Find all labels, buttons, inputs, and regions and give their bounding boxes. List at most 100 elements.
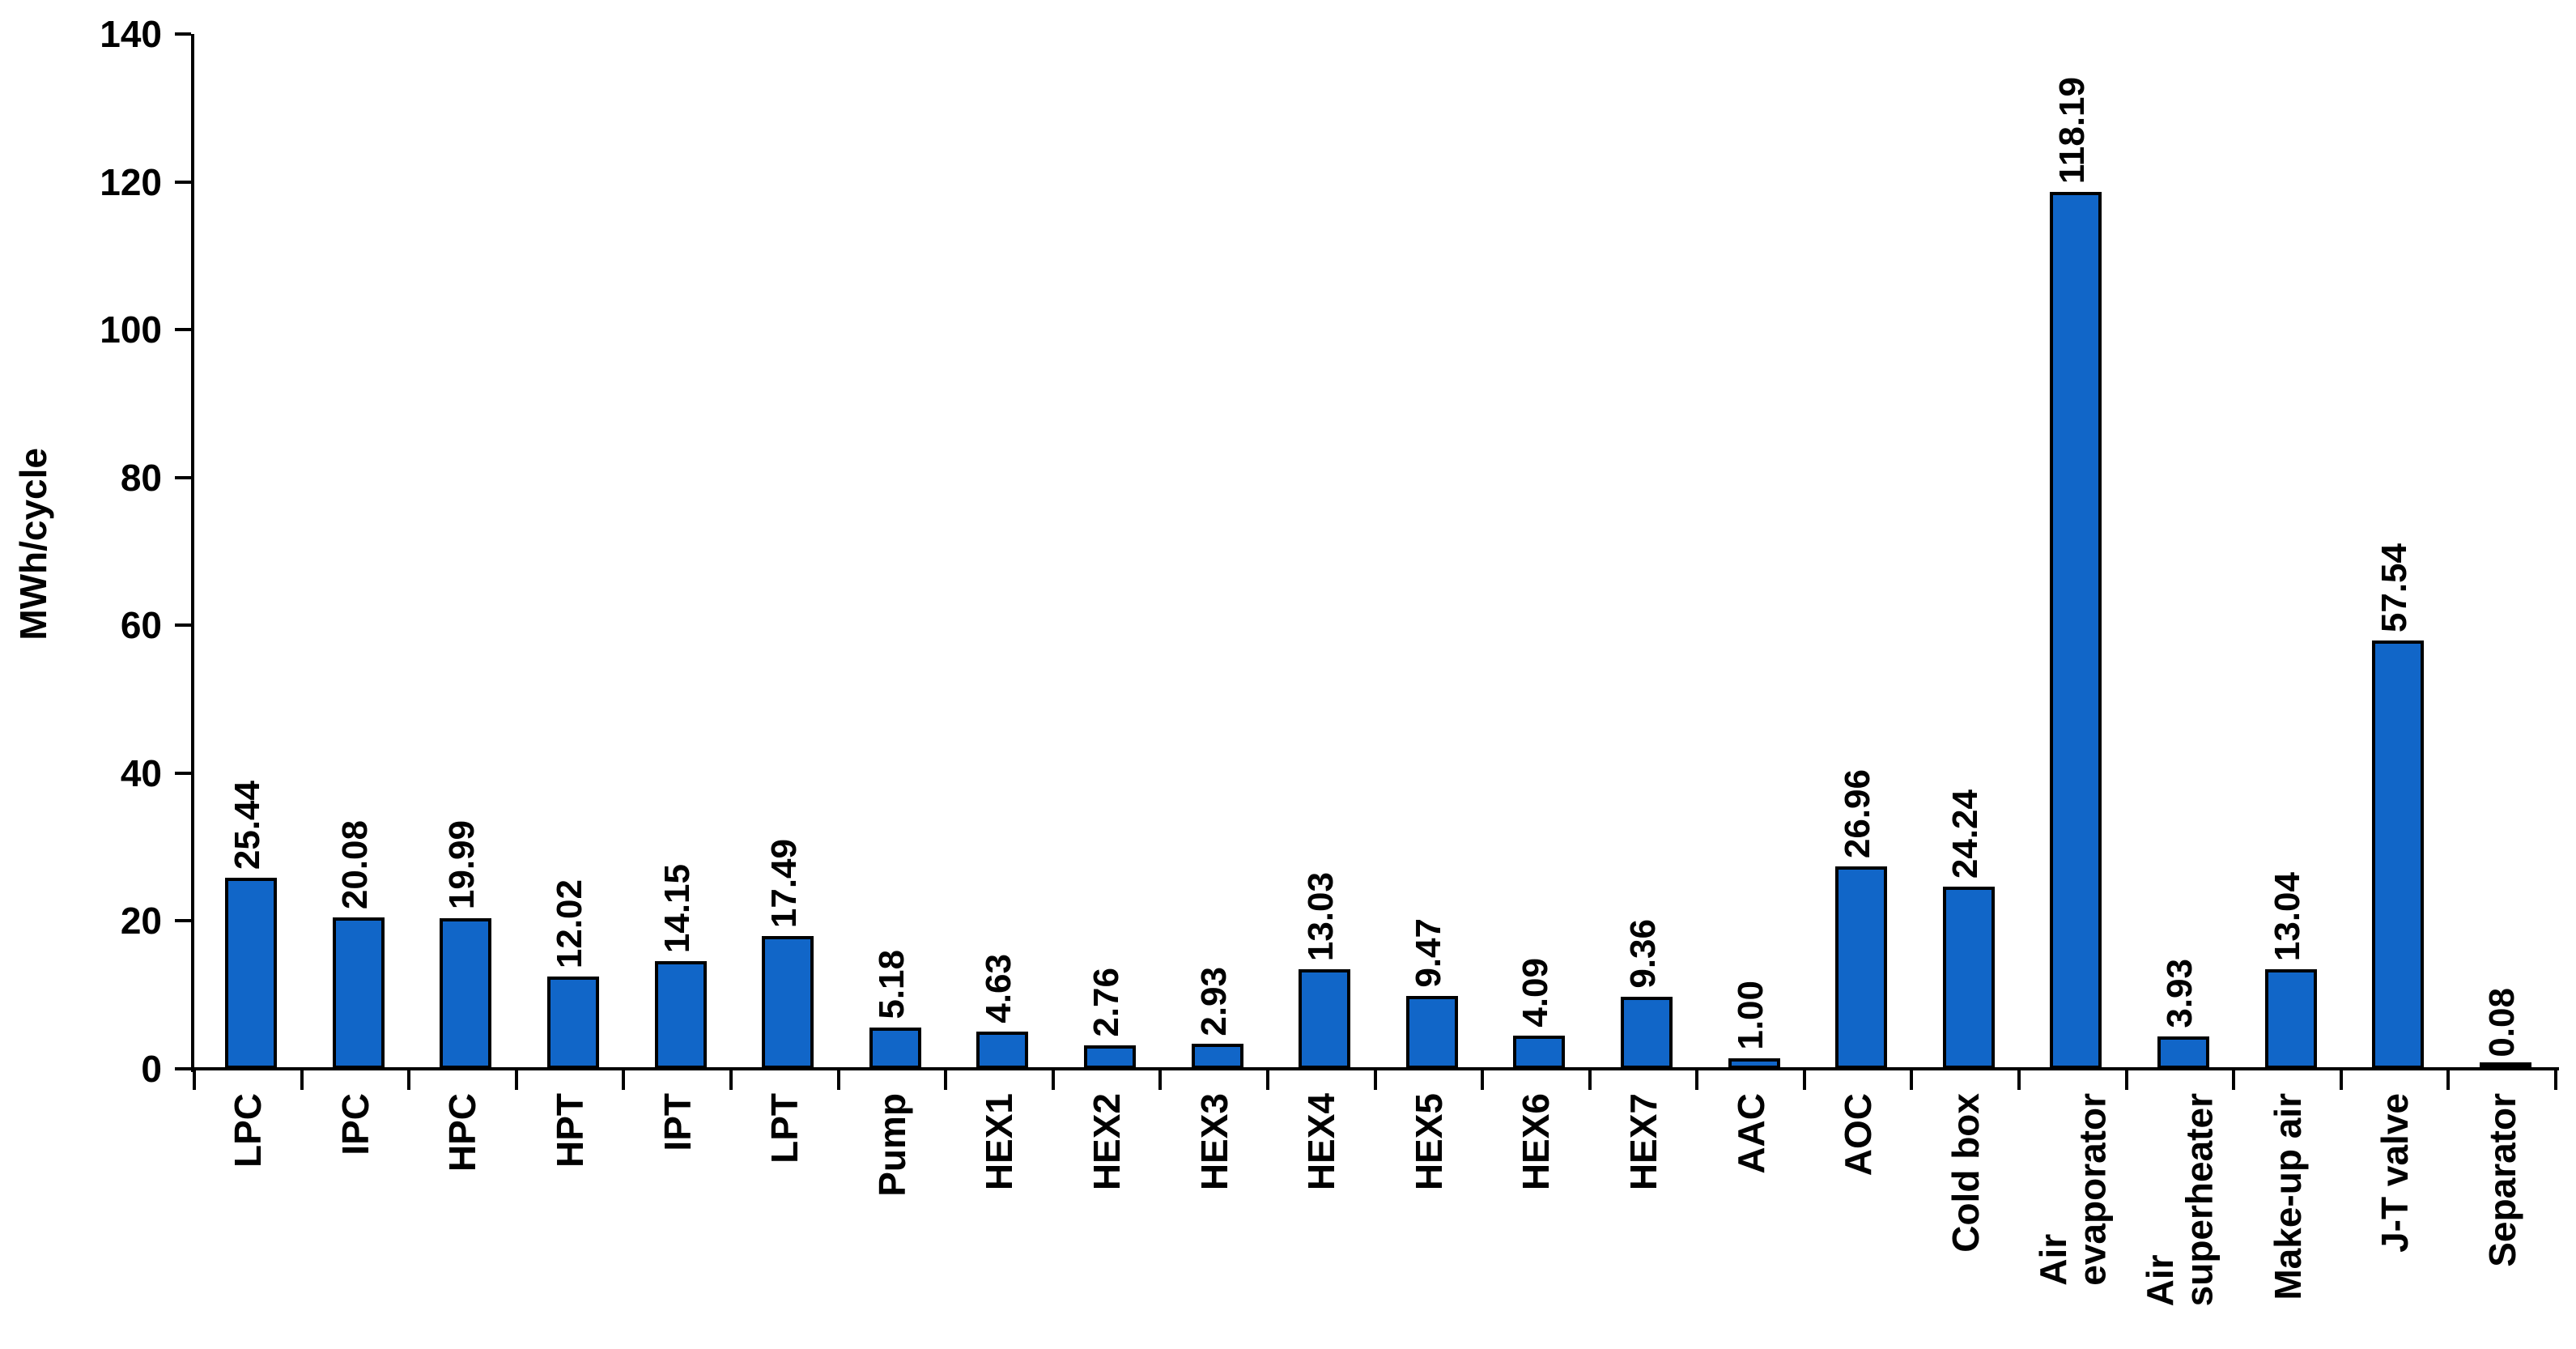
bar-value-label: 9.36 <box>1622 918 1663 989</box>
bar <box>1191 1044 1243 1069</box>
y-tick <box>175 32 191 36</box>
x-tick <box>729 1069 733 1090</box>
category-label: HEX4 <box>1300 1093 1343 1191</box>
bar <box>1620 996 1673 1069</box>
x-tick <box>1910 1069 1914 1090</box>
bar-value-label: 2.76 <box>1086 968 1127 1037</box>
bar-value-label: 26.96 <box>1838 768 1878 858</box>
y-tick-label: 40 <box>120 751 162 794</box>
y-tick-label: 140 <box>100 13 162 55</box>
y-tick-label: 120 <box>100 160 162 203</box>
category-label: HEX3 <box>1192 1093 1235 1191</box>
x-tick <box>2339 1069 2343 1090</box>
category-label: Air superheater <box>2139 1093 2221 1307</box>
bar-value-label: 5.18 <box>871 950 912 1019</box>
bar <box>440 917 492 1069</box>
x-tick <box>1695 1069 1699 1090</box>
bar-value-label: 13.03 <box>1301 871 1341 962</box>
category-label: IPT <box>656 1093 699 1151</box>
bar-value-label: 12.02 <box>550 879 590 969</box>
x-tick <box>1265 1069 1269 1090</box>
x-tick <box>944 1069 948 1090</box>
category-label: HPT <box>549 1093 592 1168</box>
y-axis-line <box>191 34 194 1072</box>
bar <box>2372 640 2425 1069</box>
category-label: LPC <box>227 1093 270 1168</box>
x-tick <box>407 1069 411 1090</box>
y-tick <box>175 328 191 332</box>
bar <box>2157 1036 2209 1069</box>
bar <box>225 877 278 1069</box>
bar-value-label: 24.24 <box>1945 789 1985 879</box>
bar-value-label: 1.00 <box>1730 981 1770 1050</box>
bar <box>1942 886 1995 1069</box>
bar-value-label: 118.19 <box>2052 76 2093 185</box>
bar-value-label: 4.09 <box>1515 958 1556 1028</box>
category-label: HEX6 <box>1515 1093 1558 1191</box>
y-tick-label: 60 <box>120 604 162 647</box>
bar-value-label: 0.08 <box>2481 987 2522 1057</box>
bar-value-label: 4.63 <box>979 954 1019 1023</box>
category-label: HEX1 <box>978 1093 1021 1191</box>
x-tick <box>2017 1069 2021 1090</box>
bar <box>1299 969 1351 1069</box>
y-tick-label: 100 <box>100 309 162 351</box>
y-tick <box>175 1067 191 1070</box>
category-label: AOC <box>1837 1093 1880 1177</box>
y-tick <box>175 771 191 775</box>
bar <box>332 917 385 1069</box>
bar <box>2050 192 2102 1069</box>
x-tick <box>2446 1069 2451 1090</box>
x-tick <box>1588 1069 1592 1090</box>
bar-value-label: 9.47 <box>1408 917 1448 988</box>
bar-value-label: 2.93 <box>1193 966 1234 1036</box>
x-tick <box>514 1069 518 1090</box>
bar <box>762 936 814 1069</box>
category-label: Make-up air <box>2266 1093 2309 1300</box>
bar <box>1513 1035 1566 1069</box>
y-tick <box>175 180 191 184</box>
x-tick <box>1158 1069 1163 1090</box>
bar-value-label: 17.49 <box>764 839 805 929</box>
x-tick <box>193 1069 196 1090</box>
category-label: HEX7 <box>1622 1093 1664 1191</box>
category-label: Separator <box>2480 1093 2523 1267</box>
bar <box>1084 1045 1137 1069</box>
x-tick <box>2554 1069 2557 1090</box>
y-tick <box>175 623 191 628</box>
bar <box>1835 866 1888 1069</box>
bar-value-label: 57.54 <box>2374 543 2415 632</box>
x-tick <box>1373 1069 1377 1090</box>
bar <box>547 977 600 1069</box>
x-tick <box>1802 1069 1806 1090</box>
bar <box>1728 1057 1780 1069</box>
bar <box>869 1027 921 1069</box>
x-tick <box>1051 1069 1055 1090</box>
category-label: HEX5 <box>1407 1093 1450 1191</box>
bar-value-label: 13.04 <box>2267 871 2307 961</box>
x-tick <box>836 1069 840 1090</box>
y-tick <box>175 475 191 479</box>
category-label: LPT <box>763 1093 806 1164</box>
bar-value-label: 25.44 <box>227 780 268 870</box>
bar <box>2264 968 2317 1069</box>
x-tick <box>622 1069 626 1090</box>
bar <box>1405 995 1458 1069</box>
category-label: Air evaporator <box>2031 1093 2114 1286</box>
y-tick-label: 80 <box>120 456 162 499</box>
y-tick-label: 0 <box>141 1048 162 1090</box>
y-tick-label: 20 <box>120 900 162 943</box>
category-label: Cold box <box>1944 1093 1987 1253</box>
x-tick <box>300 1069 304 1090</box>
bar-value-label: 3.93 <box>2159 959 2200 1029</box>
category-label: IPC <box>334 1093 376 1155</box>
category-label: HEX2 <box>1086 1093 1129 1191</box>
x-tick <box>1481 1069 1485 1090</box>
bar <box>654 960 707 1069</box>
bar <box>2479 1062 2531 1069</box>
x-tick <box>2232 1069 2236 1090</box>
bar-value-label: 20.08 <box>334 819 375 909</box>
bar-value-label: 14.15 <box>657 863 697 953</box>
